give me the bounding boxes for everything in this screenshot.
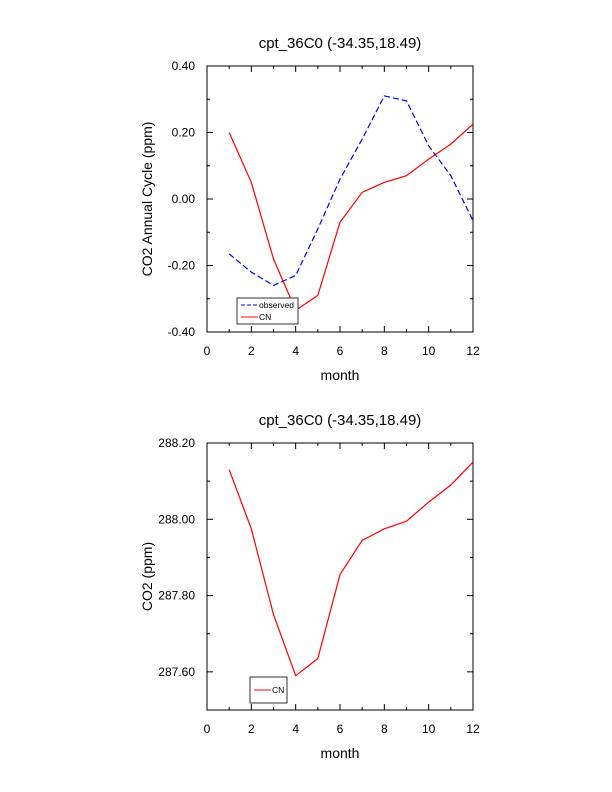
x-tick-label: 2	[248, 722, 255, 736]
y-tick-label: 0.40	[172, 59, 196, 73]
legend-label-cn: CN	[259, 312, 271, 322]
chart-title: cpt_36C0 (-34.35,18.49)	[259, 35, 422, 52]
legend-label-observed: observed	[259, 300, 294, 310]
y-tick-label: 287.80	[158, 589, 195, 603]
x-axis-label: month	[321, 367, 360, 383]
x-tick-label: 0	[204, 344, 211, 358]
legend-box	[236, 297, 299, 325]
y-axis-label: CO2 Annual Cycle (ppm)	[139, 122, 155, 277]
y-tick-label: 0.20	[172, 126, 196, 140]
y-tick-label: -0.20	[168, 259, 196, 273]
series-line-cn	[228, 461, 474, 677]
x-tick-label: 2	[248, 344, 255, 358]
legend-label-cn: CN	[272, 685, 284, 695]
series-line-observed	[228, 95, 474, 287]
x-axis-label: month	[321, 745, 360, 761]
chart-co2: cpt_36C0 (-34.35,18.49) 0 2 4 6 8 10 12 287.60 28…	[139, 412, 480, 761]
x-tick-label: 0	[204, 722, 211, 736]
y-tick-label: -0.40	[168, 325, 196, 339]
y-tick-label: 288.00	[158, 512, 195, 526]
y-tick-label: 0.00	[172, 192, 196, 206]
x-tick-label: 8	[381, 722, 388, 736]
legend: observed CN	[236, 297, 299, 325]
x-tick-label: 4	[292, 344, 299, 358]
x-tick-label: 4	[292, 722, 299, 736]
y-axis-label: CO2 (ppm)	[139, 542, 155, 611]
x-tick-label: 12	[466, 722, 480, 736]
legend: CN	[249, 676, 288, 704]
y-tick-label: 288.20	[158, 436, 195, 450]
x-tick-label: 10	[422, 722, 436, 736]
chart-annual-cycle: cpt_36C0 (-34.35,18.49) 0 2 4 6 8 10 12 -0.40 -0.…	[139, 35, 480, 383]
x-tick-label: 12	[466, 344, 480, 358]
x-tick-label: 10	[422, 344, 436, 358]
x-tick-label: 6	[337, 344, 344, 358]
x-tick-label: 6	[337, 722, 344, 736]
series-line-cn	[228, 123, 474, 312]
x-tick-label: 8	[381, 344, 388, 358]
plot-frame	[206, 65, 474, 333]
chart-title: cpt_36C0 (-34.35,18.49)	[259, 412, 422, 429]
y-tick-label: 287.60	[158, 665, 195, 679]
